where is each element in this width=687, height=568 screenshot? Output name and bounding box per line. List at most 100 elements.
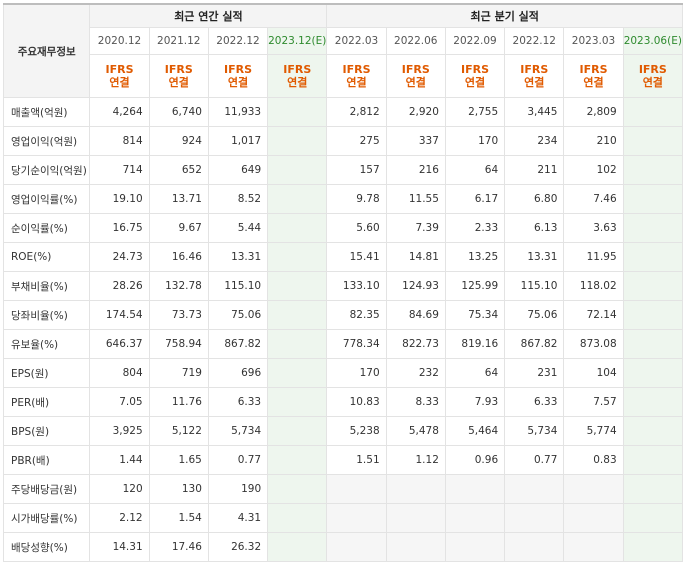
value-cell: 6.33	[504, 387, 565, 417]
table-row: 당기순이익(억원) 714 652 649 157 216 64 211 102	[2, 155, 684, 185]
row-label: PBR(배)	[2, 445, 91, 475]
ifrs-text: IFRS	[164, 63, 193, 76]
table-row: 당좌비율(%) 174.54 73.73 75.06 82.35 84.69 75.34 75…	[2, 300, 684, 330]
value-cell	[504, 532, 565, 562]
period-header: 2022.12	[504, 27, 565, 55]
value-cell	[622, 329, 684, 359]
value-cell: 649	[207, 155, 269, 185]
value-cell: 1.51	[326, 445, 387, 475]
value-cell: 82.35	[326, 300, 387, 330]
value-cell: 8.52	[207, 184, 269, 214]
row-label: 주당배당금(원)	[2, 474, 91, 504]
value-cell: 5,238	[326, 416, 387, 446]
value-cell: 13.31	[504, 242, 565, 272]
value-cell	[622, 416, 684, 446]
value-cell: 26.32	[207, 532, 269, 562]
ifrs-text: IFRS	[638, 63, 667, 76]
value-cell: 5,734	[207, 416, 269, 446]
period-header: 2022.09	[444, 27, 506, 55]
consolidated-text: 연결	[287, 76, 308, 89]
value-cell	[622, 358, 684, 388]
table-row: 배당성향(%) 14.31 17.46 26.32	[2, 532, 684, 562]
ifrs-text: IFRS	[283, 63, 312, 76]
value-cell	[504, 503, 565, 533]
value-cell	[326, 532, 387, 562]
value-cell: 5,774	[563, 416, 624, 446]
value-cell: 778.34	[326, 329, 387, 359]
value-cell: 3,445	[504, 97, 565, 127]
value-cell: 9.78	[326, 184, 387, 214]
value-cell: 6.33	[207, 387, 269, 417]
value-cell: 7.05	[89, 387, 150, 417]
row-label: 당좌비율(%)	[2, 300, 91, 330]
value-cell: 64	[444, 155, 506, 185]
table-row: 순이익률(%) 16.75 9.67 5.44 5.60 7.39 2.33 6.13 3.63	[2, 213, 684, 243]
value-cell: 652	[148, 155, 209, 185]
value-cell: 6,740	[148, 97, 209, 127]
ifrs-label: IFRS 연결	[326, 54, 387, 98]
value-cell: 234	[504, 126, 565, 156]
value-cell: 4,264	[89, 97, 150, 127]
value-cell: 64	[444, 358, 506, 388]
value-cell	[267, 242, 328, 272]
ifrs-label: IFRS 연결	[563, 54, 624, 98]
period-header: 2020.12	[89, 27, 150, 55]
consolidated-text: 연결	[405, 76, 426, 89]
value-cell	[267, 474, 328, 504]
consolidated-text: 연결	[346, 76, 367, 89]
value-cell: 118.02	[563, 271, 624, 301]
period-header: 2021.12	[148, 27, 209, 55]
value-cell: 3.63	[563, 213, 624, 243]
value-cell	[267, 416, 328, 446]
period-header: 2023.12(E)	[267, 27, 328, 55]
value-cell: 1.54	[148, 503, 209, 533]
value-cell	[267, 213, 328, 243]
value-cell	[563, 474, 624, 504]
value-cell: 11.55	[385, 184, 446, 214]
table-row: 영업이익률(%) 19.10 13.71 8.52 9.78 11.55 6.17 6.80 7…	[2, 184, 684, 214]
value-cell: 5,478	[385, 416, 446, 446]
value-cell: 2,812	[326, 97, 387, 127]
table-row: 주당배당금(원) 120 130 190	[2, 474, 684, 504]
consolidated-text: 연결	[524, 76, 545, 89]
value-cell: 10.83	[326, 387, 387, 417]
value-cell: 0.77	[504, 445, 565, 475]
value-cell: 16.75	[89, 213, 150, 243]
value-cell: 804	[89, 358, 150, 388]
value-cell: 19.10	[89, 184, 150, 214]
table-row: PBR(배) 1.44 1.65 0.77 1.51 1.12 0.96 0.77 0.83	[2, 445, 684, 475]
value-cell: 84.69	[385, 300, 446, 330]
value-cell: 1.65	[148, 445, 209, 475]
value-cell: 8.33	[385, 387, 446, 417]
table-body: 매출액(억원) 4,264 6,740 11,933 2,812 2,920 2,755 3,…	[2, 97, 684, 562]
value-cell: 231	[504, 358, 565, 388]
value-cell: 120	[89, 474, 150, 504]
value-cell: 7.46	[563, 184, 624, 214]
value-cell: 17.46	[148, 532, 209, 562]
ifrs-text: IFRS	[579, 63, 608, 76]
table-row: 시가배당률(%) 2.12 1.54 4.31	[2, 503, 684, 533]
value-cell: 72.14	[563, 300, 624, 330]
row-label: 영업이익(억원)	[2, 126, 91, 156]
value-cell	[326, 503, 387, 533]
value-cell: 814	[89, 126, 150, 156]
value-cell: 2.12	[89, 503, 150, 533]
ifrs-label: IFRS 연결	[444, 54, 506, 98]
value-cell: 0.77	[207, 445, 269, 475]
period-header: 2022.06	[385, 27, 446, 55]
value-cell: 5.60	[326, 213, 387, 243]
value-cell: 190	[207, 474, 269, 504]
table-row: 영업이익(억원) 814 924 1,017 275 337 170 234 210	[2, 126, 684, 156]
value-cell: 5,464	[444, 416, 506, 446]
value-cell	[622, 445, 684, 475]
value-cell: 819.16	[444, 329, 506, 359]
ifrs-label: IFRS 연결	[504, 54, 565, 98]
value-cell: 170	[326, 358, 387, 388]
value-cell: 1.44	[89, 445, 150, 475]
row-label: 영업이익률(%)	[2, 184, 91, 214]
ifrs-text: IFRS	[461, 63, 490, 76]
value-cell: 13.71	[148, 184, 209, 214]
value-cell: 75.34	[444, 300, 506, 330]
value-cell: 115.10	[207, 271, 269, 301]
value-cell: 6.17	[444, 184, 506, 214]
